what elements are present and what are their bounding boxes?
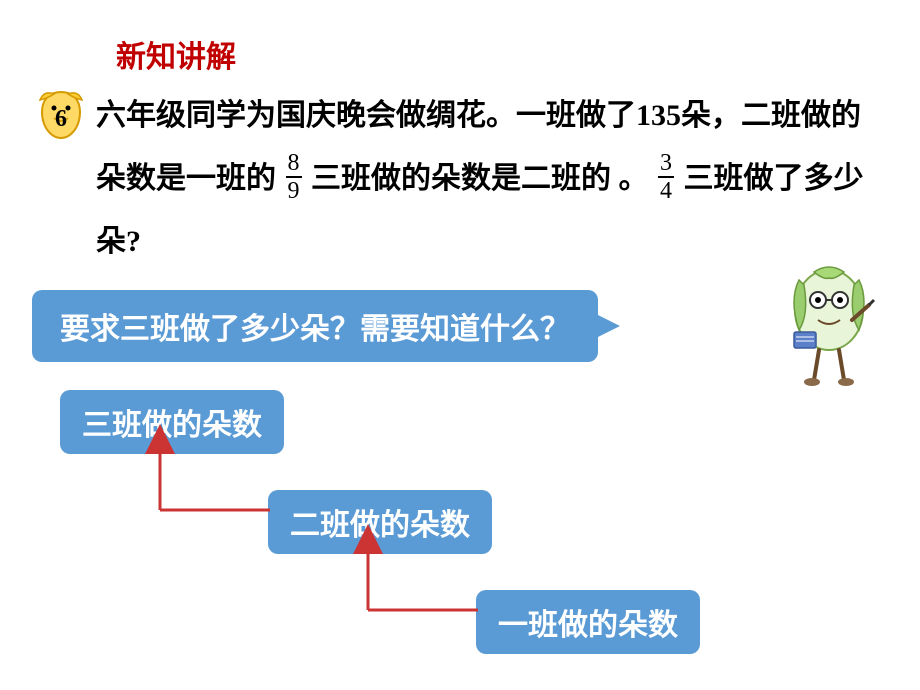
problem-text: 六年级同学为国庆晚会做绸花。一班做了135朵，二班做的朵数是一班的 8 9 三班…	[96, 84, 866, 273]
cabbage-mascot-icon	[774, 260, 884, 390]
problem-number-badge: 6	[34, 88, 88, 142]
speech-bubble: 要求三班做了多少朵？需要知道什么？	[32, 290, 598, 362]
chip-class-2: 二班做的朵数	[268, 490, 492, 554]
chip-class-1: 一班做的朵数	[476, 590, 700, 654]
chip-class-3: 三班做的朵数	[60, 390, 284, 454]
fraction-1: 8 9	[286, 151, 302, 203]
section-title: 新知讲解	[116, 32, 236, 76]
svg-text:6: 6	[55, 106, 67, 132]
fraction-2: 3 4	[658, 151, 674, 203]
problem-part2: 三班做的朵数是二班的	[311, 162, 611, 195]
